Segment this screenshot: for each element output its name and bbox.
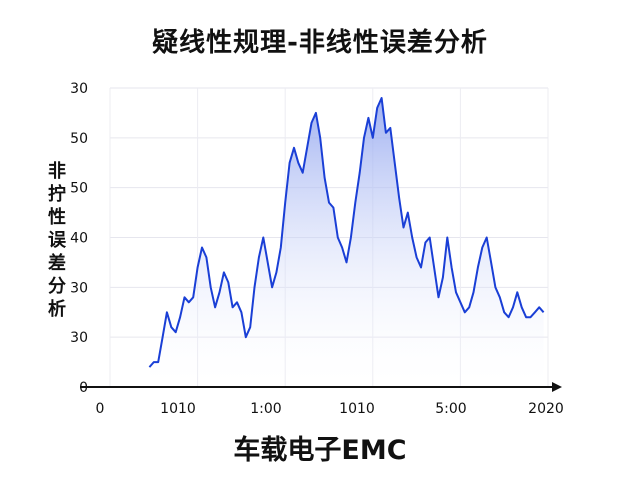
x-tick-label: 2020 [528,401,564,417]
y-tick-label: 40 [70,231,88,247]
x-tick-label: 1010 [339,401,375,417]
y-tick-label: 30 [70,280,88,296]
chart-title: 疑线性规理-非线性误差分析 [152,28,488,58]
y-tick-label: 0 [79,380,88,396]
y-tick-labels: 0 30 30 40 50 50 30 [70,81,88,396]
area-fill [149,98,544,387]
y-tick-label: 30 [70,81,88,97]
y-tick-label: 50 [70,181,88,197]
x-tick-label: 5:00 [435,401,466,417]
x-axis-arrow [552,382,562,392]
x-tick-label: 1010 [160,401,196,417]
x-tick-label: 0 [96,401,105,417]
x-tick-labels: 0 1010 1:00 1010 5:00 2020 [96,401,564,417]
x-tick-label: 1:00 [250,401,281,417]
series-line [148,97,545,368]
y-tick-label: 30 [70,330,88,346]
y-tick-label: 50 [70,131,88,147]
y-axis-label: 非 拧 性 误 差 分 析 [48,161,66,320]
x-axis-label: 车载电子EMC [233,435,407,466]
